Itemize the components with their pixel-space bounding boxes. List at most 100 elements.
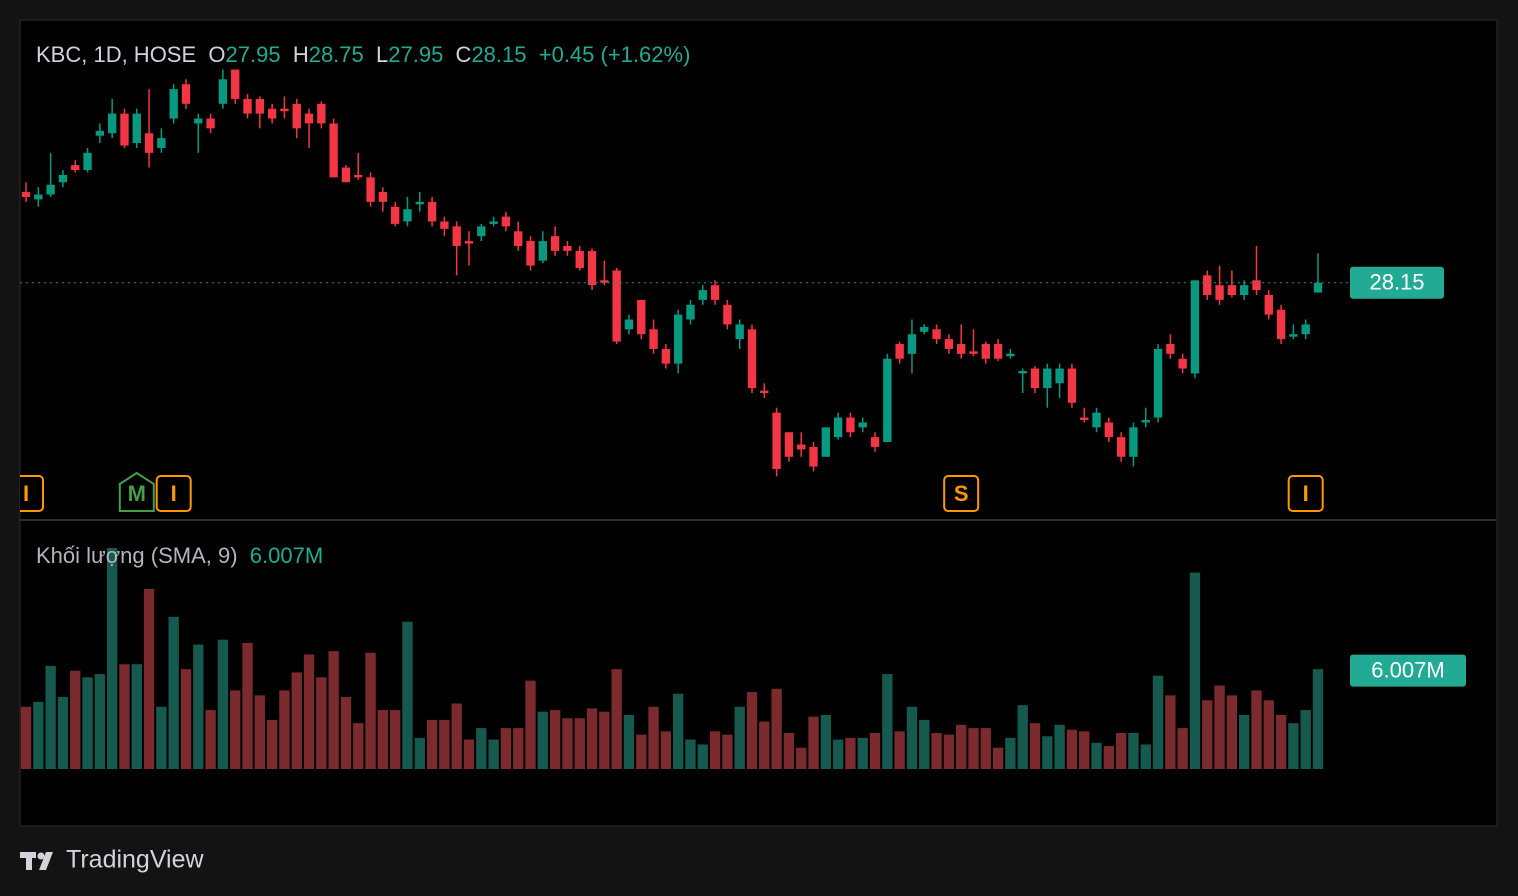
candle-body <box>71 165 80 170</box>
candle-body <box>206 118 215 129</box>
volume-bar <box>500 728 512 769</box>
candle-body <box>1092 412 1101 428</box>
volume-bar <box>746 692 758 769</box>
volume-bar <box>1189 572 1201 769</box>
volume-bar <box>119 664 130 769</box>
volume-bar <box>759 721 770 769</box>
candle-body <box>981 344 990 359</box>
candle-body <box>304 113 314 124</box>
candle-body <box>144 133 154 153</box>
candle-body <box>1030 368 1040 389</box>
candle-body <box>920 326 929 332</box>
volume-bar <box>45 665 56 769</box>
volume-bar <box>377 710 389 769</box>
legend-l-label: L <box>376 42 389 67</box>
candle-body <box>1190 280 1200 374</box>
volume-bar <box>783 732 795 769</box>
volume-bar <box>1054 724 1065 769</box>
candle-body <box>993 344 1003 359</box>
candle-body <box>292 103 301 129</box>
volume-bar <box>389 710 401 769</box>
volume-bar <box>992 747 1004 769</box>
candle-body <box>600 280 609 283</box>
legend-o-label: O <box>208 42 226 67</box>
volume-bar <box>1140 744 1151 769</box>
candle-body <box>1141 420 1150 423</box>
volume-bar <box>476 728 487 769</box>
volume-title: Khối lượng (SMA, 9) <box>36 543 238 568</box>
candle-body <box>809 446 818 467</box>
candle-body <box>1276 309 1286 340</box>
volume-bar <box>857 737 868 769</box>
volume-bar <box>1202 700 1213 769</box>
candle-body <box>1239 285 1249 295</box>
change: +0.45 (+1.62%) <box>538 42 691 67</box>
candle-body <box>440 221 449 229</box>
volume-bar <box>20 706 32 769</box>
volume-bar <box>439 719 450 769</box>
candle-body <box>1166 344 1175 354</box>
volume-bar <box>1029 723 1041 769</box>
candle-body <box>1203 275 1212 295</box>
volume-bar <box>1251 690 1262 769</box>
legend-l-value: 27.95 <box>388 42 444 67</box>
volume-bar <box>943 734 955 769</box>
volume-bar <box>685 739 696 769</box>
volume-header: Khối lượng (SMA, 9) 6.007M <box>36 543 323 569</box>
volume-bar <box>796 747 807 769</box>
candle-body <box>1264 295 1273 315</box>
event-label: S <box>954 481 969 506</box>
volume-bar <box>1103 746 1114 769</box>
volume-bar <box>402 621 413 769</box>
volume-bar <box>549 710 561 769</box>
candle-body <box>846 417 855 433</box>
candle-body <box>157 138 166 148</box>
volume-bar <box>1177 728 1188 769</box>
candle-body <box>760 390 769 394</box>
volume-bar <box>328 651 339 769</box>
candle-body <box>1006 353 1015 357</box>
volume-bar <box>820 714 831 769</box>
candle-body <box>698 290 707 300</box>
volume-bar <box>1079 731 1090 769</box>
candle-body <box>514 231 523 246</box>
volume-bar <box>340 696 352 769</box>
volume-bar <box>734 706 745 769</box>
candle-body <box>907 334 917 354</box>
candle-body <box>1129 427 1138 457</box>
volume-bar <box>1066 729 1078 769</box>
candle-body <box>317 103 326 124</box>
candle-body <box>427 201 437 222</box>
volume-bar <box>451 703 462 769</box>
candle-body <box>34 194 43 200</box>
candle-body <box>366 177 375 202</box>
volume-bar <box>82 677 93 769</box>
candle-body <box>550 236 560 251</box>
volume-bar <box>894 731 905 769</box>
candle-body <box>46 184 55 195</box>
candle-body <box>612 270 621 342</box>
volume-bar <box>1226 695 1238 769</box>
volume-bar <box>574 718 585 769</box>
volume-bar <box>845 737 856 769</box>
volume-bar <box>562 718 573 769</box>
candle-body <box>1227 285 1237 295</box>
candle-body <box>231 69 240 99</box>
candle-body <box>501 216 511 227</box>
candle-body <box>747 329 757 389</box>
candle-body <box>870 437 880 447</box>
candle-body <box>390 206 400 224</box>
candle-body <box>267 108 277 119</box>
candle-body <box>932 329 941 340</box>
candle-body <box>686 304 695 320</box>
volume-bar <box>660 731 672 769</box>
candle-body <box>403 209 412 222</box>
candle-body <box>895 344 904 359</box>
last-price-box <box>1350 266 1444 299</box>
candle-body <box>1067 368 1077 403</box>
candle-body <box>255 98 264 114</box>
candle-body <box>637 299 646 335</box>
volume-bar <box>1115 732 1127 769</box>
volume-bar <box>648 706 659 769</box>
